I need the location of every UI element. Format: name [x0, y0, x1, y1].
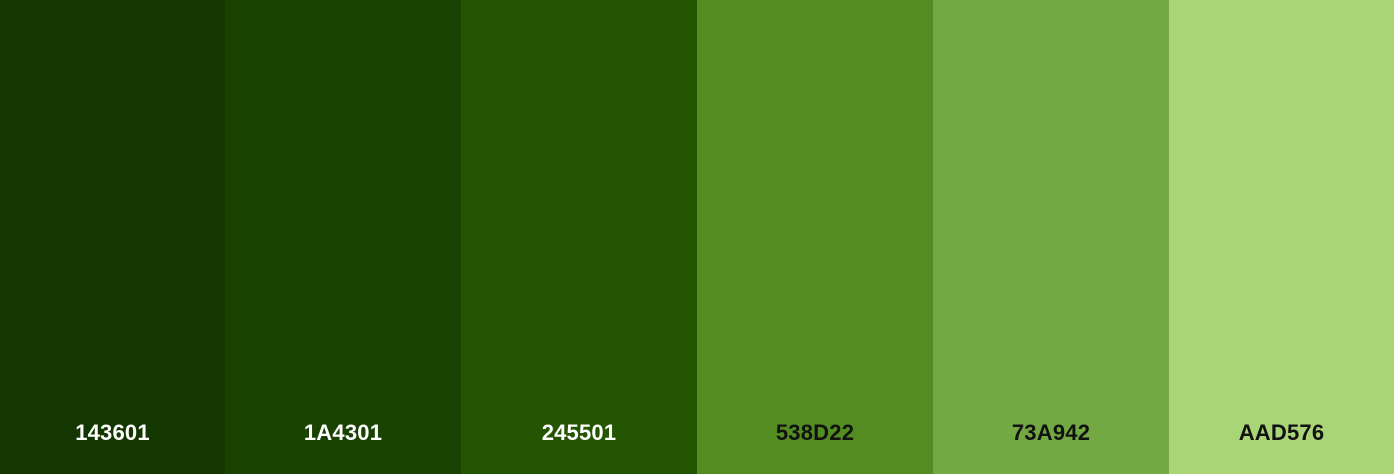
swatch-hex-label: 245501: [541, 420, 617, 445]
color-swatch-143601[interactable]: 143601: [0, 0, 225, 474]
color-swatch-245501[interactable]: 245501: [461, 0, 697, 474]
color-swatch-73a942[interactable]: 73A942: [933, 0, 1169, 474]
color-swatch-1a4301[interactable]: 1A4301: [225, 0, 461, 474]
swatch-hex-label: 143601: [75, 420, 150, 445]
swatch-hex-label: 1A4301: [303, 420, 383, 445]
color-swatch-538d22[interactable]: 538D22: [697, 0, 933, 474]
color-swatch-aad576[interactable]: AAD576: [1169, 0, 1394, 474]
swatch-hex-label: 538D22: [775, 420, 855, 445]
swatch-hex-label: AAD576: [1238, 420, 1325, 445]
swatch-hex-label: 73A942: [1011, 420, 1091, 445]
